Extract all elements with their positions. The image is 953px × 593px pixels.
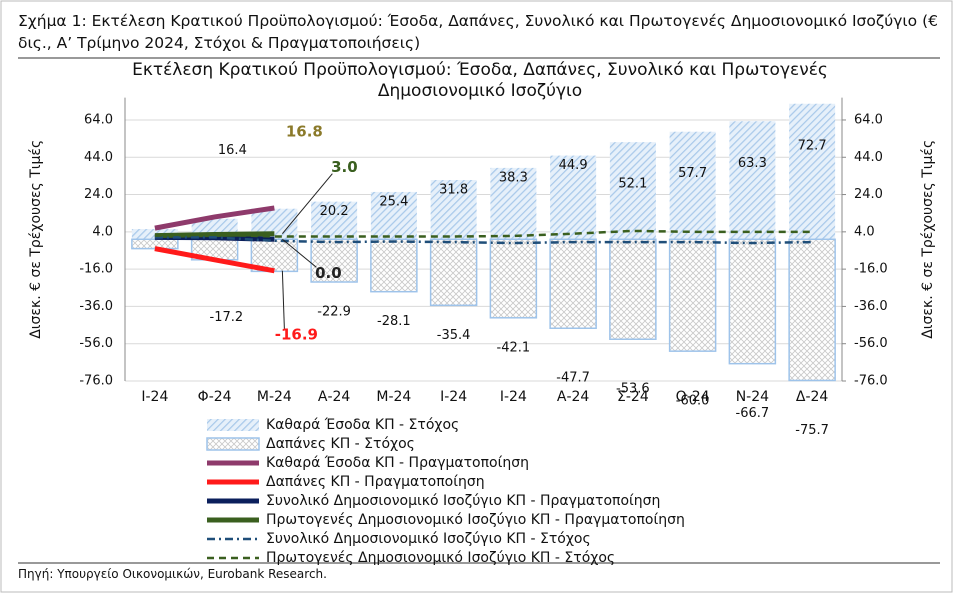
data-label: 16.8 xyxy=(286,122,323,140)
bar xyxy=(370,238,418,293)
bar xyxy=(729,121,776,240)
legend-label: Συνολικό Δημοσιονομικό Ισοζύγιο ΚΠ - Πρα… xyxy=(266,493,660,509)
bar xyxy=(429,238,478,307)
data-label: 16.4 xyxy=(218,143,247,158)
line xyxy=(154,205,275,231)
legend-label: Καθαρά Έσοδα ΚΠ - Πραγματοποίηση xyxy=(266,455,529,471)
data-label: 31.8 xyxy=(439,183,468,198)
y2-tick-label: -76.0 xyxy=(854,374,888,389)
data-label: 44.9 xyxy=(559,158,588,173)
y-tick-label: -56.0 xyxy=(79,336,113,351)
y-tick-label: 64.0 xyxy=(84,112,113,127)
bar xyxy=(668,238,717,352)
x-tick-label: Ο-24 xyxy=(676,389,710,405)
caption: Σχήμα 1: Εκτέλεση Κρατικού Προϋπολογισμο… xyxy=(18,12,938,52)
y-tick-label: 4.0 xyxy=(92,224,113,239)
legend-label: Πρωτογενές Δημοσιονομικό Ισοζύγιο ΚΠ - Π… xyxy=(266,512,685,528)
data-label: 3.0 xyxy=(331,158,358,176)
y-tick-label: -76.0 xyxy=(79,374,113,389)
y2-axis-title: Δισεκ. € σε Τρέχουσες Τιμές xyxy=(920,140,936,339)
leader-line xyxy=(281,270,285,329)
bar xyxy=(609,238,657,340)
y-tick-label: 24.0 xyxy=(84,187,113,202)
y-tick-label: -36.0 xyxy=(79,299,113,314)
x-tick-label: Ι-24 xyxy=(440,389,467,405)
data-label: -66.7 xyxy=(736,406,770,421)
bar xyxy=(430,180,477,240)
leader-line xyxy=(282,238,317,268)
bar xyxy=(311,201,358,240)
x-tick-label: Ι-24 xyxy=(500,389,527,405)
line xyxy=(154,236,813,245)
x-tick-label: Φ-24 xyxy=(198,389,232,405)
data-label: 72.7 xyxy=(798,138,827,153)
data-label: 63.3 xyxy=(738,156,767,171)
line xyxy=(154,231,275,239)
line xyxy=(154,229,813,238)
leader-line xyxy=(281,173,333,235)
y-axis-title: Δισεκ. € σε Τρέχουσες Τιμές xyxy=(28,140,44,339)
chart-title: Εκτέλεση Κρατικού Προϋπολογισμού: Έσοδα,… xyxy=(132,60,828,101)
data-label: -42.1 xyxy=(497,340,531,355)
y2-tick-label: -56.0 xyxy=(854,336,888,351)
x-tick-label: Ι-24 xyxy=(141,389,168,405)
legend-swatch xyxy=(207,419,259,431)
bar xyxy=(370,191,417,240)
y2-tick-label: -36.0 xyxy=(854,299,888,314)
bar xyxy=(490,167,537,240)
y2-tick-label: 64.0 xyxy=(854,112,883,127)
bar xyxy=(489,238,538,319)
bar xyxy=(310,238,358,283)
data-label: -16.9 xyxy=(275,325,318,343)
source: Πηγή: Υπουργείο Οικονομικών, Eurobank Re… xyxy=(18,567,327,581)
data-label: -35.4 xyxy=(437,328,471,343)
data-label: 0.0 xyxy=(315,264,342,282)
x-tick-label: Σ-24 xyxy=(617,389,649,405)
data-label: -28.1 xyxy=(377,314,411,329)
line xyxy=(154,246,275,274)
y-tick-label: 44.0 xyxy=(84,150,113,165)
y2-tick-label: -16.0 xyxy=(854,262,888,277)
bar xyxy=(788,238,836,382)
legend-label: Πρωτογενές Δημοσιονομικό Ισοζύγιο ΚΠ - Σ… xyxy=(266,550,615,566)
data-label: -47.7 xyxy=(556,371,590,386)
y2-tick-label: 24.0 xyxy=(854,187,883,202)
legend-label: Δαπάνες ΚΠ - Πραγματοποίηση xyxy=(266,474,485,490)
data-label: -60.0 xyxy=(676,394,710,409)
bar xyxy=(789,103,836,240)
data-label: 38.3 xyxy=(499,170,528,185)
data-label: 25.4 xyxy=(379,194,408,209)
legend-label: Καθαρά Έσοδα ΚΠ - Στόχος xyxy=(266,417,459,433)
bar xyxy=(728,238,777,365)
data-label: 20.2 xyxy=(320,204,349,219)
bar xyxy=(669,131,716,240)
bar xyxy=(550,155,597,240)
x-tick-label: Μ-24 xyxy=(376,389,411,405)
data-label: -22.9 xyxy=(317,304,351,319)
x-tick-label: Α-24 xyxy=(557,389,590,405)
data-label: 52.1 xyxy=(618,177,647,192)
bar xyxy=(609,142,656,240)
x-tick-label: Μ-24 xyxy=(257,389,292,405)
x-tick-label: Ν-24 xyxy=(736,389,769,405)
legend-label: Δαπάνες ΚΠ - Στόχος xyxy=(266,436,415,452)
y2-tick-label: 44.0 xyxy=(854,150,883,165)
data-label: -53.6 xyxy=(616,382,650,397)
bar xyxy=(131,238,179,250)
legend-label: Συνολικό Δημοσιονομικό Ισοζύγιο ΚΠ - Στό… xyxy=(266,531,591,547)
legend-swatch xyxy=(206,437,260,451)
y-tick-label: -16.0 xyxy=(79,262,113,277)
bar xyxy=(549,238,597,329)
data-label: 57.7 xyxy=(678,166,707,181)
data-label: -17.2 xyxy=(210,310,244,325)
data-label: -75.7 xyxy=(795,423,829,438)
x-tick-label: Δ-24 xyxy=(796,389,829,405)
y2-tick-label: 4.0 xyxy=(854,224,875,239)
x-tick-label: Α-24 xyxy=(318,389,351,405)
